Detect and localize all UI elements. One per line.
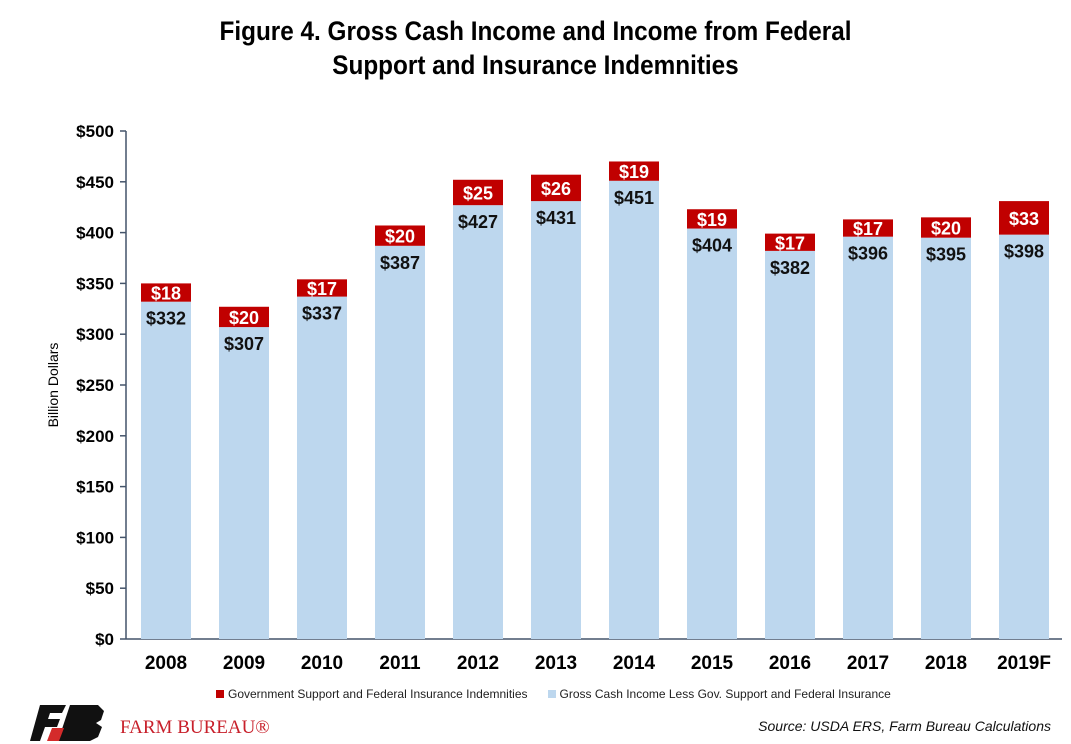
legend-label: Government Support and Federal Insurance… bbox=[228, 687, 528, 701]
data-label-gov-support: $17 bbox=[853, 219, 883, 239]
legend: Government Support and Federal Insurance… bbox=[216, 687, 891, 701]
y-tick-label: $300 bbox=[76, 325, 114, 344]
y-tick-label: $0 bbox=[95, 630, 114, 649]
x-tick-label: 2011 bbox=[379, 653, 421, 674]
data-label-gov-support: $33 bbox=[1009, 209, 1039, 229]
data-label-gov-support: $20 bbox=[385, 227, 415, 247]
bar-gov-support bbox=[921, 217, 971, 238]
data-label-gross-cash: $395 bbox=[926, 245, 966, 265]
y-tick-label: $50 bbox=[86, 579, 114, 598]
bar-gross-cash bbox=[999, 234, 1049, 639]
bar-gross-cash bbox=[375, 245, 425, 640]
data-label-gov-support: $18 bbox=[151, 284, 181, 304]
y-tick-label: $200 bbox=[76, 427, 114, 446]
data-label-gross-cash: $396 bbox=[848, 244, 888, 264]
bar-gov-support bbox=[531, 174, 581, 202]
bar-gov-support bbox=[453, 179, 503, 206]
legend-swatch-blue bbox=[547, 690, 556, 698]
fb-logo-icon bbox=[30, 705, 104, 741]
data-label-gross-cash: $451 bbox=[614, 188, 654, 208]
data-label-gross-cash: $307 bbox=[224, 334, 264, 354]
x-tick-label: 2009 bbox=[223, 653, 265, 674]
x-tick-label: 2012 bbox=[457, 653, 499, 674]
bar-gross-cash bbox=[297, 296, 347, 639]
bar-gov-support bbox=[999, 201, 1049, 235]
y-tick-label: $500 bbox=[76, 122, 114, 141]
x-tick-label: 2014 bbox=[613, 653, 656, 674]
y-tick-label: $250 bbox=[76, 376, 114, 395]
bar-gross-cash bbox=[141, 301, 191, 639]
title-line-1: Figure 4. Gross Cash Income and Income f… bbox=[219, 16, 852, 46]
bar-gross-cash bbox=[765, 250, 815, 639]
legend-swatch-red bbox=[216, 690, 224, 698]
brand-name: FARM BUREAU® bbox=[120, 717, 270, 738]
bar-gross-cash bbox=[921, 237, 971, 639]
bar-gov-support bbox=[687, 209, 737, 229]
data-label-gov-support: $19 bbox=[619, 162, 649, 182]
data-label-gov-support: $17 bbox=[775, 233, 805, 253]
bar-gov-support bbox=[609, 161, 659, 181]
data-label-gov-support: $20 bbox=[931, 219, 961, 239]
bar-gross-cash bbox=[219, 327, 269, 639]
data-label-gross-cash: $427 bbox=[458, 212, 498, 232]
data-label-gov-support: $25 bbox=[463, 183, 493, 203]
legend-label: Gross Cash Income Less Gov. Support and … bbox=[559, 687, 891, 701]
bar-gross-cash bbox=[843, 236, 893, 639]
data-label-gov-support: $17 bbox=[307, 279, 337, 299]
data-label-gov-support: $20 bbox=[229, 308, 259, 328]
bar-gov-support bbox=[843, 219, 893, 237]
y-tick-label: $400 bbox=[76, 224, 114, 243]
x-tick-label: 2010 bbox=[301, 653, 343, 674]
x-tick-label: 2008 bbox=[145, 653, 187, 674]
y-axis-title: Billion Dollars bbox=[45, 343, 61, 428]
data-label-gross-cash: $398 bbox=[1004, 242, 1044, 262]
data-label-gross-cash: $387 bbox=[380, 253, 420, 273]
chart-title: Figure 4. Gross Cash Income and Income f… bbox=[54, 14, 1018, 82]
legend-item-gov-support: Government Support and Federal Insurance… bbox=[216, 687, 528, 701]
bar-gov-support bbox=[141, 283, 191, 302]
farm-bureau-logo: FARM BUREAU® bbox=[30, 705, 270, 741]
bar-gov-support bbox=[297, 279, 347, 297]
bar-gov-support bbox=[375, 225, 425, 246]
bar-gross-cash bbox=[687, 228, 737, 639]
bar-gross-cash bbox=[453, 205, 503, 639]
bar-gov-support bbox=[765, 233, 815, 251]
x-tick-label: 2015 bbox=[691, 653, 734, 674]
bar-gross-cash bbox=[609, 180, 659, 639]
data-label-gross-cash: $382 bbox=[770, 258, 810, 278]
data-label-gross-cash: $332 bbox=[146, 309, 186, 329]
source-note: Source: USDA ERS, Farm Bureau Calculatio… bbox=[758, 718, 1051, 734]
x-tick-label: 2019F bbox=[997, 653, 1051, 674]
x-tick-label: 2013 bbox=[535, 653, 577, 674]
x-tick-label: 2017 bbox=[847, 653, 889, 674]
data-label-gov-support: $19 bbox=[697, 210, 727, 230]
data-label-gross-cash: $337 bbox=[302, 304, 342, 324]
y-tick-label: $150 bbox=[76, 478, 114, 497]
y-tick-label: $450 bbox=[76, 173, 114, 192]
x-tick-label: 2018 bbox=[925, 653, 967, 674]
bar-gross-cash bbox=[531, 201, 581, 639]
bar-gov-support bbox=[219, 306, 269, 328]
y-tick-label: $350 bbox=[76, 274, 114, 293]
data-label-gross-cash: $404 bbox=[692, 236, 732, 256]
legend-item-gross-cash: Gross Cash Income Less Gov. Support and … bbox=[547, 687, 891, 701]
data-label-gross-cash: $431 bbox=[536, 208, 576, 228]
x-tick-label: 2016 bbox=[769, 653, 811, 674]
y-tick-label: $100 bbox=[76, 528, 114, 547]
data-label-gov-support: $26 bbox=[541, 179, 571, 199]
title-line-2: Support and Insurance Indemnities bbox=[332, 50, 739, 80]
